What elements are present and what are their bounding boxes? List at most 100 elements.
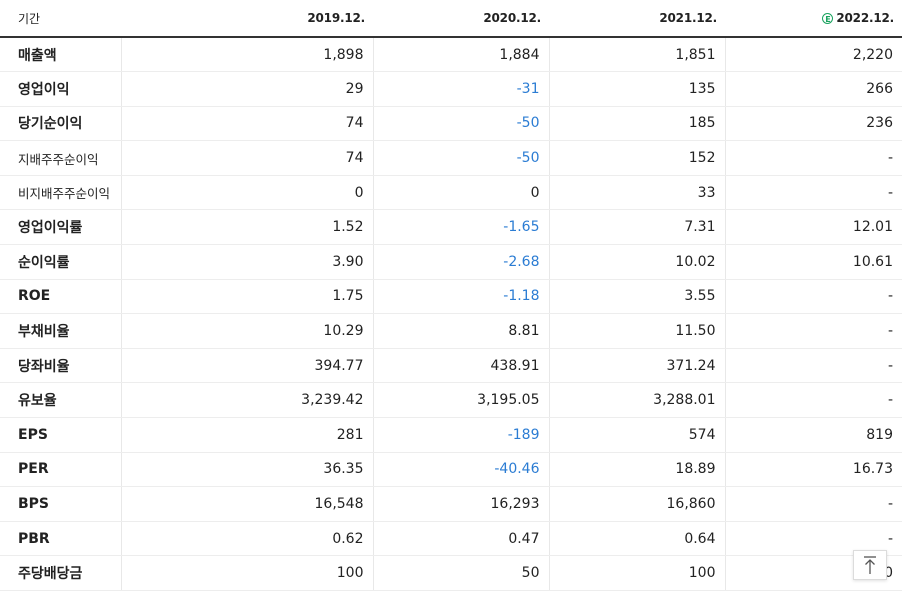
table-cell: 50 (372, 555, 549, 591)
table-cell: 74 (120, 106, 373, 142)
table-cell: 3,195.05 (372, 382, 549, 419)
table-cell: 185 (548, 106, 725, 142)
table-cell: 100 (548, 555, 725, 591)
row-label: 영업이익 (0, 71, 122, 107)
table-cell: 10.61 (724, 244, 902, 280)
row-label: 당좌비율 (0, 348, 122, 384)
table-cell: 29 (120, 71, 373, 107)
table-row-net-margin: 순이익률 3.90 -2.68 10.02 10.61 (0, 244, 902, 280)
table-cell: -31 (372, 71, 549, 107)
table-cell: 2,220 (724, 37, 902, 73)
table-cell: -1.18 (372, 279, 549, 315)
table-row-per: PER 36.35 -40.46 18.89 16.73 (0, 452, 902, 488)
table-cell: 1,884 (372, 37, 549, 73)
table-row-debt-ratio: 부채비율 10.29 8.81 11.50 - (0, 313, 902, 349)
table-cell: - (724, 486, 902, 522)
table-cell: -40.46 (372, 452, 549, 488)
table-row-reserve-ratio: 유보율 3,239.42 3,195.05 3,288.01 - (0, 382, 902, 419)
table-cell: - (724, 382, 902, 419)
table-cell: 11.50 (548, 313, 725, 349)
table-cell: 10.02 (548, 244, 725, 280)
table-cell: 1.75 (120, 279, 373, 315)
table-cell: 100 (120, 555, 373, 591)
table-cell: 16,548 (120, 486, 373, 522)
table-cell: 16,293 (372, 486, 549, 522)
row-label: 순이익률 (0, 244, 122, 280)
row-label: PBR (0, 521, 122, 557)
table-cell: 7.31 (548, 209, 725, 246)
table-cell: 236 (724, 106, 902, 142)
period-header-2022-label: 2022.12. (836, 11, 894, 25)
table-row-controlling-net-income: 지배주주순이익 74 -50 152 - (0, 140, 902, 176)
table-cell: -1.65 (372, 209, 549, 246)
table-cell: 33 (548, 175, 725, 211)
table-cell: 36.35 (120, 452, 373, 488)
table-row-dividend-per-share: 주당배당금 100 50 100 0 (0, 555, 902, 591)
scroll-to-top-button[interactable] (853, 550, 887, 580)
row-label: 부채비율 (0, 313, 122, 349)
table-cell: - (724, 279, 902, 315)
arrow-up-to-top-icon (864, 556, 876, 574)
table-cell: -2.68 (372, 244, 549, 280)
row-label: BPS (0, 486, 122, 522)
header-row: 기간 2019.12. 2020.12. 2021.12. E 2022.12. (0, 0, 902, 38)
table-cell: 3,239.42 (120, 382, 373, 419)
table-cell: 3.90 (120, 244, 373, 280)
table-cell: 1,898 (120, 37, 373, 73)
row-label: 주당배당금 (0, 555, 122, 591)
row-label: ROE (0, 279, 122, 315)
table-row-revenue: 매출액 1,898 1,884 1,851 2,220 (0, 37, 902, 73)
table-cell: 3.55 (548, 279, 725, 315)
table-row-net-income: 당기순이익 74 -50 185 236 (0, 106, 902, 142)
row-label: PER (0, 452, 122, 488)
table-cell: 1,851 (548, 37, 725, 73)
table-cell: - (724, 313, 902, 349)
table-row-pbr: PBR 0.62 0.47 0.64 - (0, 521, 902, 557)
row-label: 당기순이익 (0, 106, 122, 142)
table-cell: 135 (548, 71, 725, 107)
table-row-quick-ratio: 당좌비율 394.77 438.91 371.24 - (0, 348, 902, 384)
table-cell: 0.64 (548, 521, 725, 557)
table-cell: 18.89 (548, 452, 725, 488)
table-cell: 0.62 (120, 521, 373, 557)
table-cell: - (724, 140, 902, 176)
table-cell: -50 (372, 106, 549, 142)
row-label: 유보율 (0, 382, 122, 419)
row-label: 영업이익률 (0, 209, 122, 246)
row-label: 지배주주순이익 (0, 140, 122, 176)
table-cell: 12.01 (724, 209, 902, 246)
period-label-header: 기간 (0, 0, 121, 38)
table-cell: 0.47 (372, 521, 549, 557)
table-cell: 16.73 (724, 452, 902, 488)
table-cell: 10.29 (120, 313, 373, 349)
table-row-bps: BPS 16,548 16,293 16,860 - (0, 486, 902, 522)
table-cell: -189 (372, 417, 549, 453)
table-cell: - (724, 175, 902, 211)
table-cell: 819 (724, 417, 902, 453)
table-cell: 16,860 (548, 486, 725, 522)
table-cell: 394.77 (120, 348, 373, 384)
table-cell: - (724, 348, 902, 384)
table-row-roe: ROE 1.75 -1.18 3.55 - (0, 279, 902, 315)
table-cell: 266 (724, 71, 902, 107)
table-cell: 574 (548, 417, 725, 453)
period-header-2020: 2020.12. (373, 0, 549, 38)
table-cell: 371.24 (548, 348, 725, 384)
table-cell: 152 (548, 140, 725, 176)
period-header-2022-estimate: E 2022.12. (725, 0, 902, 38)
table-cell: 0 (120, 175, 373, 211)
estimate-badge-icon: E (822, 13, 834, 24)
table-cell: 8.81 (372, 313, 549, 349)
table-cell: 74 (120, 140, 373, 176)
table-cell: 3,288.01 (548, 382, 725, 419)
row-label: EPS (0, 417, 122, 453)
row-label: 비지배주주순이익 (0, 175, 122, 211)
table-row-operating-income: 영업이익 29 -31 135 266 (0, 71, 902, 107)
table-cell: 0 (372, 175, 549, 211)
period-header-2019: 2019.12. (121, 0, 373, 38)
table-cell: 438.91 (372, 348, 549, 384)
table-cell: 281 (120, 417, 373, 453)
row-label: 매출액 (0, 37, 122, 73)
table-row-eps: EPS 281 -189 574 819 (0, 417, 902, 453)
